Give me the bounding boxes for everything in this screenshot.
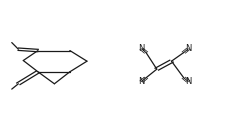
Text: N: N [185, 44, 191, 53]
Text: N: N [138, 44, 145, 53]
Text: N: N [138, 77, 145, 86]
Text: N: N [185, 77, 191, 86]
